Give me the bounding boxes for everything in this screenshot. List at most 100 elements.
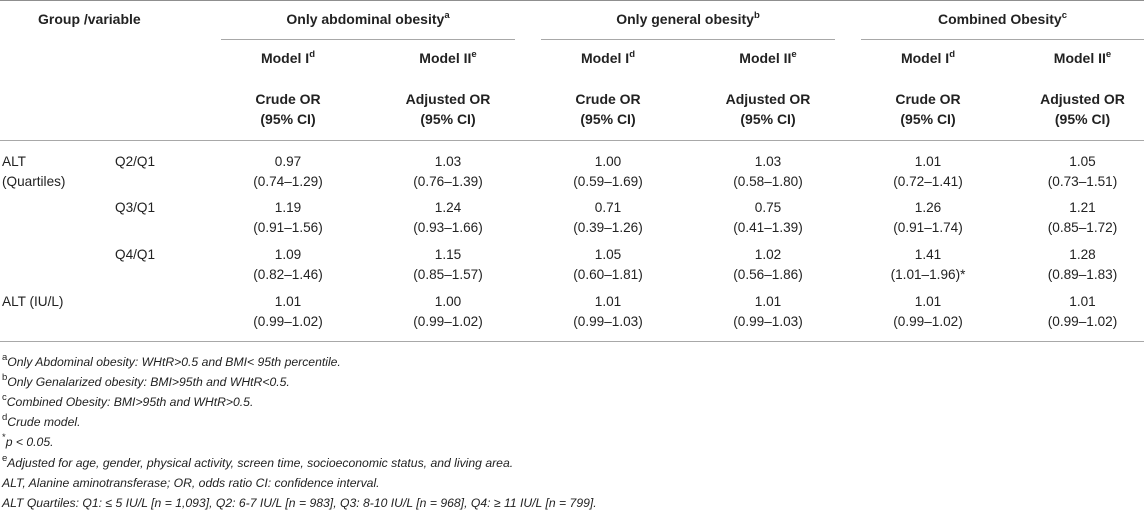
or-value: 0.75 xyxy=(754,200,782,215)
or-value: 1.05 xyxy=(1069,154,1096,169)
footnote-sup: e xyxy=(2,453,8,464)
model-label: Model I xyxy=(580,50,630,66)
or-value: 1.01 xyxy=(754,294,782,309)
row-quartile-label: Q3/Q1 xyxy=(115,200,156,215)
table-top-rule xyxy=(0,0,1144,1)
table-cell: 1.01 (0.72–1.41) xyxy=(861,152,995,192)
table-cell: 0.71 (0.39–1.26) xyxy=(541,198,675,238)
or-line1: Crude OR xyxy=(255,91,321,107)
footnote-text: Adjusted for age, gender, physical activ… xyxy=(7,456,514,470)
model-sup: e xyxy=(471,49,477,60)
ci-value: (0.39–1.26) xyxy=(573,220,643,235)
group-rule-3 xyxy=(861,39,1144,40)
or-line1: Adjusted OR xyxy=(405,91,491,107)
table-cell: 1.01 (0.99–1.03) xyxy=(541,292,675,332)
group-rule-1 xyxy=(221,39,515,40)
or-value: 1.00 xyxy=(434,294,462,309)
footnote-text: p < 0.05. xyxy=(5,435,54,449)
footnote: cCombined Obesity: BMI>95th and WHtR>0.5… xyxy=(2,392,254,409)
footnote: dCrude model. xyxy=(2,413,81,429)
group-header-sup: a xyxy=(444,10,450,21)
table-cell: 1.02 (0.56–1.86) xyxy=(701,245,835,285)
or-value: 1.19 xyxy=(274,200,302,215)
model-sup: e xyxy=(1105,49,1112,60)
or-line1: Adjusted OR xyxy=(725,91,811,107)
table-cell: 0.97 (0.74–1.29) xyxy=(221,152,355,192)
table-cell: 1.05 (0.60–1.81) xyxy=(541,245,675,285)
model-label: Model I xyxy=(260,50,310,66)
or-value: 1.01 xyxy=(274,294,302,309)
row-quartile-label: Q2/Q1 xyxy=(115,154,156,169)
footnote: aOnly Abdominal obesity: WHtR>0.5 and BM… xyxy=(2,353,341,369)
or-header: Crude OR (95% CI) xyxy=(221,89,355,129)
table-cell: 1.26 (0.91–1.74) xyxy=(861,198,995,238)
model-label: Model II xyxy=(419,50,472,66)
group-rule-2 xyxy=(541,39,835,40)
ci-value: (0.76–1.39) xyxy=(413,174,483,189)
or-value: 1.15 xyxy=(434,247,462,262)
table-cell: 1.01 (0.99–1.03) xyxy=(701,292,835,332)
table-cell: 1.15 (0.85–1.57) xyxy=(381,245,515,285)
model-label: Model II xyxy=(739,50,792,66)
table-cell: 1.21 (0.85–1.72) xyxy=(1021,198,1144,238)
footnote: *p < 0.05. xyxy=(2,433,54,449)
or-value: 1.00 xyxy=(594,154,622,169)
or-header: Adjusted OR (95% CI) xyxy=(701,89,835,129)
ci-value: (0.56–1.86) xyxy=(733,267,803,282)
or-value: 1.01 xyxy=(914,294,942,309)
ci-value: (0.89–1.83) xyxy=(1047,267,1118,282)
model-header: Model IIe xyxy=(701,48,835,68)
group-header-label: Only general obesity xyxy=(616,11,754,27)
footnote-text: Combined Obesity: BMI>95th and WHtR>0.5. xyxy=(6,395,254,409)
or-value: 1.21 xyxy=(1069,200,1096,215)
ci-value: (0.41–1.39) xyxy=(733,220,803,235)
model-header: Model Id xyxy=(861,48,995,68)
or-value: 1.03 xyxy=(754,154,782,169)
ci-value: (0.85–1.72) xyxy=(1047,220,1118,235)
footnote-text: Only Abdominal obesity: WHtR>0.5 and BMI… xyxy=(7,355,341,369)
model-sup: d xyxy=(949,49,956,60)
or-line2: (95% CI) xyxy=(900,111,956,127)
ci-value: (0.99–1.02) xyxy=(253,314,323,329)
header-bottom-rule xyxy=(0,140,1144,141)
or-line1: Adjusted OR xyxy=(1040,91,1125,107)
footnote-sup: c xyxy=(2,392,7,403)
ci-value: (0.99–1.02) xyxy=(893,314,963,329)
variable-line1: ALT xyxy=(2,154,26,169)
model-sup: d xyxy=(309,49,316,60)
footnote-text: ALT, Alanine aminotransferase; OR, odds … xyxy=(2,476,380,490)
ci-value: (0.73–1.51) xyxy=(1047,174,1118,189)
table-cell: 1.09 (0.82–1.46) xyxy=(221,245,355,285)
table-cell: 1.41 (1.01–1.96)* xyxy=(861,245,995,285)
footnote-text: Only Genalarized obesity: BMI>95th and W… xyxy=(7,375,290,389)
or-line2: (95% CI) xyxy=(1054,111,1111,127)
ci-value: (0.72–1.41) xyxy=(893,174,963,189)
footnote-sup: b xyxy=(2,372,8,383)
or-value: 1.28 xyxy=(1069,247,1096,262)
footnote-text: Crude model. xyxy=(7,415,81,429)
table-cell: 1.00 (0.59–1.69) xyxy=(541,152,675,192)
or-value: 0.97 xyxy=(274,154,302,169)
table-cell: 1.01 (0.99–1.02) xyxy=(1021,292,1144,332)
or-value: 1.03 xyxy=(434,154,462,169)
or-value: 1.01 xyxy=(594,294,622,309)
model-label: Model II xyxy=(1053,50,1106,66)
ci-value: (0.74–1.29) xyxy=(253,174,323,189)
or-value: 0.71 xyxy=(594,200,622,215)
or-line2: (95% CI) xyxy=(420,111,476,127)
ci-value: (0.85–1.57) xyxy=(413,267,483,282)
row-variable-label: ALT (Quartiles) xyxy=(2,152,65,192)
or-value: 1.09 xyxy=(274,247,302,262)
table-cell: 1.01 (0.99–1.02) xyxy=(221,292,355,332)
or-value: 1.02 xyxy=(754,247,782,262)
or-header: Adjusted OR (95% CI) xyxy=(381,89,515,129)
or-line2: (95% CI) xyxy=(260,111,316,127)
group-header-combined: Combined Obesityc xyxy=(861,9,1144,29)
or-header: Adjusted OR (95% CI) xyxy=(1021,89,1144,129)
footnote: ALT, Alanine aminotransferase; OR, odds … xyxy=(2,476,380,490)
ci-value: (0.99–1.02) xyxy=(1047,314,1118,329)
ci-value: (0.58–1.80) xyxy=(733,174,803,189)
table-cell: 1.24 (0.93–1.66) xyxy=(381,198,515,238)
or-header: Crude OR (95% CI) xyxy=(861,89,995,129)
or-value: 1.41 xyxy=(914,247,942,262)
